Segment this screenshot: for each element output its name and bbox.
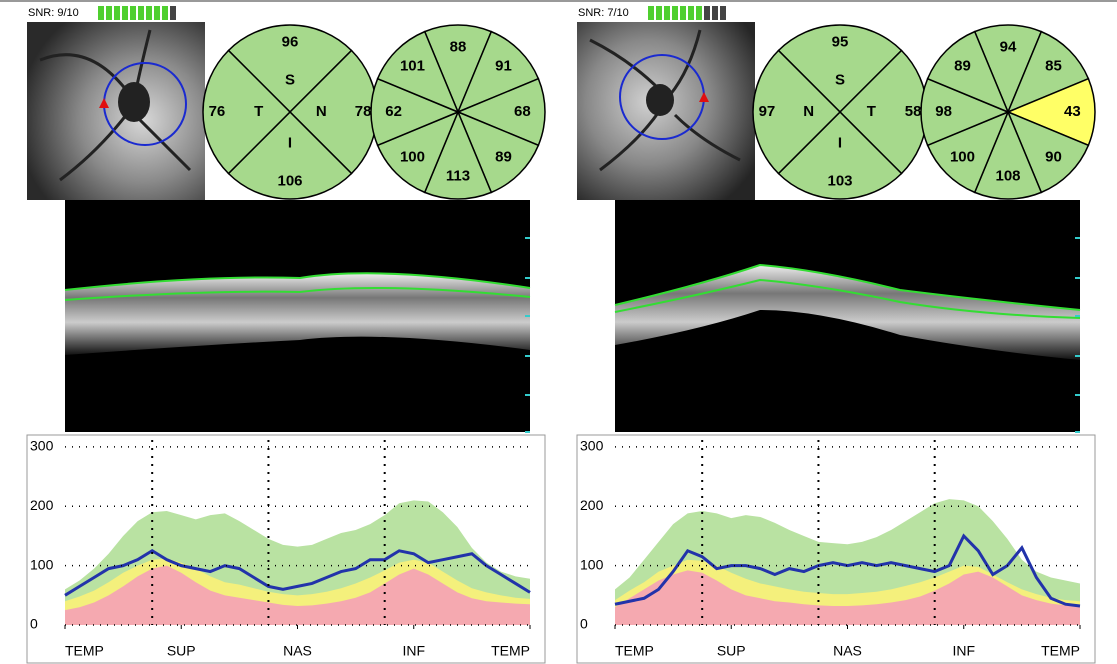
clock-value: 88 — [450, 39, 467, 56]
quadrant-label: S — [835, 72, 845, 89]
snr-bar — [114, 6, 120, 20]
snr-bar — [696, 6, 702, 20]
optic-disc — [118, 82, 150, 122]
quadrant-label: S — [285, 72, 295, 89]
snr-bar — [122, 6, 128, 20]
x-tick-label: SUP — [167, 643, 196, 659]
quadrant-label: I — [838, 134, 842, 151]
clock-value: 89 — [954, 57, 971, 74]
snr-bar — [146, 6, 152, 20]
x-tick-label: NAS — [833, 643, 862, 659]
quadrant-value: 106 — [277, 173, 302, 190]
clock-value: 98 — [935, 103, 952, 120]
snr-label: SNR: 7/10 — [578, 7, 629, 19]
snr-bar — [138, 6, 144, 20]
x-tick-label: TEMP — [65, 643, 104, 659]
report: SNR: 9/10 96 S 78 N 106 I 76 T 88 91 68 89 113 100 62 10… — [0, 0, 1117, 664]
y-tick-label: 100 — [580, 556, 604, 572]
quadrant-value: 78 — [355, 103, 372, 120]
snr-bar — [154, 6, 160, 20]
snr-bar — [688, 6, 694, 20]
snr-bar — [704, 6, 710, 20]
y-tick-label: 0 — [30, 616, 38, 632]
quadrant-value: 95 — [832, 33, 849, 50]
clock-value: 100 — [400, 148, 425, 165]
y-tick-label: 300 — [580, 438, 604, 454]
optic-disc — [646, 84, 674, 116]
quadrant-label: N — [316, 103, 327, 120]
clock-value: 89 — [495, 148, 512, 165]
snr-bar — [106, 6, 112, 20]
quadrant-value: 58 — [905, 103, 922, 120]
snr-bar — [672, 6, 678, 20]
y-tick-label: 200 — [580, 497, 604, 513]
snr-bar — [162, 6, 168, 20]
x-tick-label: TEMP — [491, 643, 530, 659]
x-tick-label: TEMP — [615, 643, 654, 659]
y-tick-label: 100 — [30, 556, 54, 572]
quadrant-label: T — [254, 103, 263, 120]
clock-value: 68 — [514, 103, 531, 120]
y-tick-label: 0 — [580, 616, 588, 632]
snr-bar — [712, 6, 718, 20]
clock-value: 101 — [400, 57, 425, 74]
x-tick-label: NAS — [283, 643, 312, 659]
x-tick-label: INF — [402, 643, 425, 659]
clock-value: 91 — [495, 57, 512, 74]
quadrant-label: I — [288, 134, 292, 151]
quadrant-value: 103 — [827, 173, 852, 190]
quadrant-label: T — [867, 103, 876, 120]
y-tick-label: 300 — [30, 438, 54, 454]
snr-label: SNR: 9/10 — [28, 7, 79, 19]
clock-value: 113 — [446, 167, 470, 184]
quadrant-label: N — [803, 103, 814, 120]
y-tick-label: 200 — [30, 497, 54, 513]
snr-bar — [680, 6, 686, 20]
snr-bar — [720, 6, 726, 20]
snr-bar — [98, 6, 104, 20]
quadrant-value: 97 — [759, 103, 776, 120]
quadrant-value: 76 — [209, 103, 226, 120]
x-tick-label: TEMP — [1041, 643, 1080, 659]
clock-value: 62 — [385, 103, 402, 120]
quadrant-value: 96 — [282, 33, 299, 50]
snr-bar — [170, 6, 176, 20]
snr-bar — [130, 6, 136, 20]
clock-value: 100 — [950, 148, 975, 165]
x-tick-label: SUP — [717, 643, 746, 659]
snr-bar — [664, 6, 670, 20]
fundus-image — [27, 22, 205, 200]
clock-value: 85 — [1045, 57, 1062, 74]
clock-value: 94 — [1000, 39, 1017, 56]
snr-bar — [656, 6, 662, 20]
snr-bar — [648, 6, 654, 20]
clock-value: 43 — [1064, 103, 1081, 120]
page: SNR: 9/10 96 S 78 N 106 I 76 T 88 91 68 89 113 100 62 10… — [0, 0, 1117, 664]
x-tick-label: INF — [952, 643, 975, 659]
clock-value: 108 — [995, 167, 1020, 184]
clock-value: 90 — [1045, 148, 1062, 165]
